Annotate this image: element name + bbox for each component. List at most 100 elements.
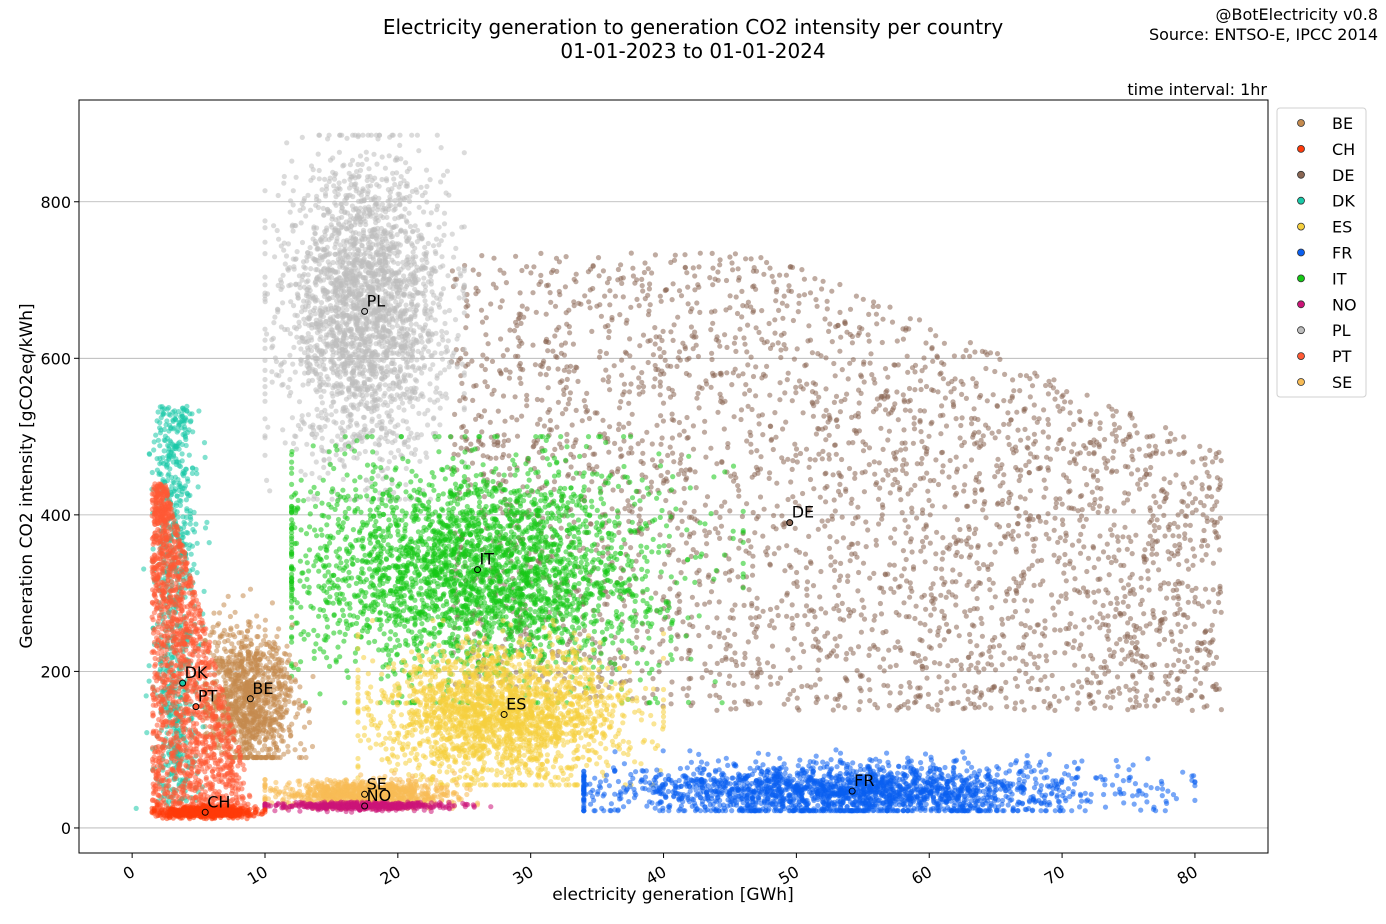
point-DE — [992, 368, 998, 375]
point-DE — [880, 316, 886, 322]
point-DE — [778, 354, 784, 361]
point-DE — [822, 633, 828, 639]
point-DE — [503, 280, 509, 286]
point-DE — [552, 446, 558, 452]
point-DE — [770, 663, 777, 670]
point-DE — [742, 391, 748, 397]
point-DE — [927, 327, 934, 333]
point-DE — [976, 479, 982, 485]
point-DE — [757, 494, 764, 500]
point-DE — [725, 441, 731, 447]
point-DE — [1175, 512, 1181, 518]
point-DE — [660, 400, 667, 406]
point-DE — [478, 441, 484, 447]
point-DE — [483, 315, 489, 321]
point-PL — [405, 426, 411, 432]
point-DE — [636, 391, 642, 397]
point-DE — [644, 429, 650, 435]
point-PL — [454, 364, 460, 370]
point-DE — [899, 509, 905, 516]
point-DE — [563, 384, 569, 390]
point-DE — [769, 618, 775, 624]
point-DE — [871, 459, 877, 465]
point-DE — [552, 333, 558, 339]
point-DE — [907, 316, 913, 322]
point-DE — [764, 363, 770, 369]
point-DE — [1093, 673, 1100, 680]
point-DE — [855, 514, 861, 520]
point-DE — [1010, 528, 1016, 534]
point-DE — [1021, 634, 1027, 640]
point-DE — [948, 701, 954, 707]
point-DE — [470, 267, 476, 273]
point-PL — [281, 180, 287, 186]
point-DE — [771, 551, 778, 557]
point-DE — [1066, 426, 1072, 432]
point-DE — [1013, 579, 1019, 586]
point-DE — [937, 413, 944, 419]
point-DE — [538, 250, 544, 256]
point-DE — [1185, 566, 1192, 572]
point-DE — [1071, 421, 1077, 427]
point-DE — [1131, 591, 1137, 597]
point-DE — [677, 432, 683, 438]
point-DE — [1090, 656, 1096, 662]
point-DE — [804, 592, 810, 598]
point-DE — [901, 600, 907, 606]
point-DE — [740, 303, 746, 309]
point-DE — [550, 267, 556, 273]
point-DE — [716, 634, 722, 640]
point-DE — [999, 462, 1005, 468]
point-PL — [300, 205, 306, 211]
point-DE — [781, 459, 787, 465]
point-DE — [1088, 467, 1094, 473]
point-DE — [1038, 677, 1044, 683]
point-DE — [1102, 659, 1108, 665]
point-DE — [1060, 445, 1067, 452]
point-DE — [1199, 543, 1205, 549]
point-DE — [455, 452, 461, 458]
point-DE — [678, 456, 684, 462]
point-DE — [551, 479, 558, 485]
point-DE — [1152, 528, 1158, 534]
point-DE — [1137, 669, 1143, 675]
point-PL — [275, 192, 281, 199]
point-DE — [831, 399, 838, 405]
point-DE — [943, 594, 949, 600]
point-DE — [1112, 614, 1118, 620]
point-DE — [763, 549, 769, 555]
point-PL — [328, 222, 334, 228]
point-DE — [1125, 707, 1131, 713]
point-DE — [837, 309, 843, 315]
point-DE — [1111, 649, 1117, 655]
point-DE — [816, 451, 822, 457]
point-DE — [690, 423, 697, 429]
point-DE — [1005, 434, 1011, 441]
point-DE — [694, 602, 700, 608]
point-DE — [628, 545, 634, 551]
point-DE — [748, 354, 754, 360]
point-PL — [323, 193, 329, 199]
point-DE — [1199, 694, 1205, 700]
point-DE — [554, 424, 560, 430]
point-DE — [842, 320, 848, 327]
point-DE — [740, 371, 746, 377]
point-DE — [717, 370, 723, 377]
point-DE — [838, 560, 844, 567]
point-DE — [844, 650, 850, 657]
point-DE — [839, 367, 845, 373]
point-DE — [1135, 467, 1141, 473]
point-DE — [826, 328, 832, 334]
point-DE — [1129, 448, 1135, 454]
point-DE — [803, 362, 809, 368]
point-PL — [300, 419, 306, 425]
point-DE — [846, 465, 853, 472]
point-DE — [885, 571, 891, 577]
point-DE — [1213, 454, 1219, 461]
point-DE — [1217, 589, 1224, 595]
point-DE — [597, 348, 603, 355]
point-DE — [929, 503, 936, 509]
point-DE — [719, 657, 725, 664]
point-DE — [965, 654, 972, 661]
point-DE — [742, 341, 748, 347]
